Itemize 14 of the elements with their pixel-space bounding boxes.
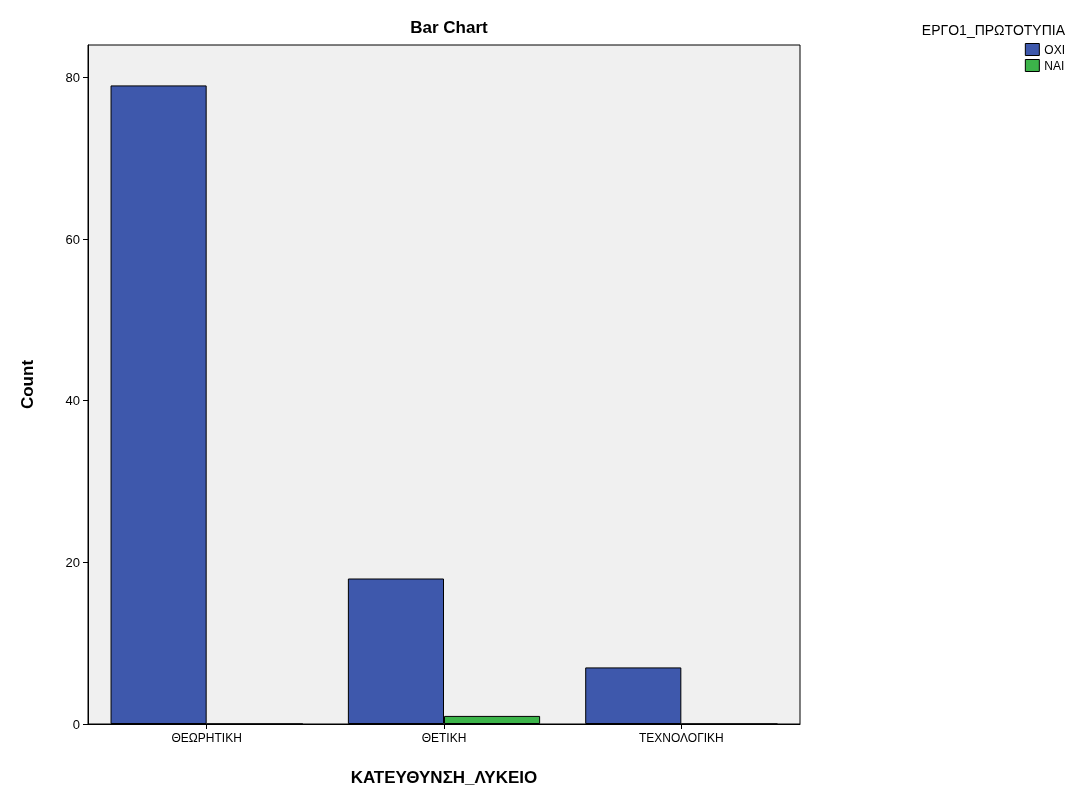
legend-label: ΝΑΙ <box>1044 58 1065 73</box>
x-tick-label: ΤΕΧΝΟΛΟΓΙΚΗ <box>638 731 724 745</box>
y-tick-label: 60 <box>65 231 80 247</box>
x-axis-title: ΚΑΤΕΥΘΥΝΣΗ_ΛΥΚΕΙΟ <box>350 768 538 787</box>
x-tick-label: ΘΕΤΙΚΗ <box>421 731 467 745</box>
y-tick-label: 0 <box>72 716 80 732</box>
legend-title: ΕΡΓΟ1_ΠΡΩΤΟΤΥΠΙΑ <box>921 22 1066 38</box>
y-tick-label: 40 <box>65 393 80 409</box>
legend-label: ΟΧΙ <box>1044 42 1065 57</box>
y-axis-title: Count <box>18 359 37 410</box>
y-tick-label: 80 <box>65 69 80 85</box>
y-tick-label: 20 <box>65 554 80 570</box>
x-tick-label: ΘΕΩΡΗΤΙΚΗ <box>171 731 242 745</box>
chart-title: Bar Chart <box>410 18 489 37</box>
